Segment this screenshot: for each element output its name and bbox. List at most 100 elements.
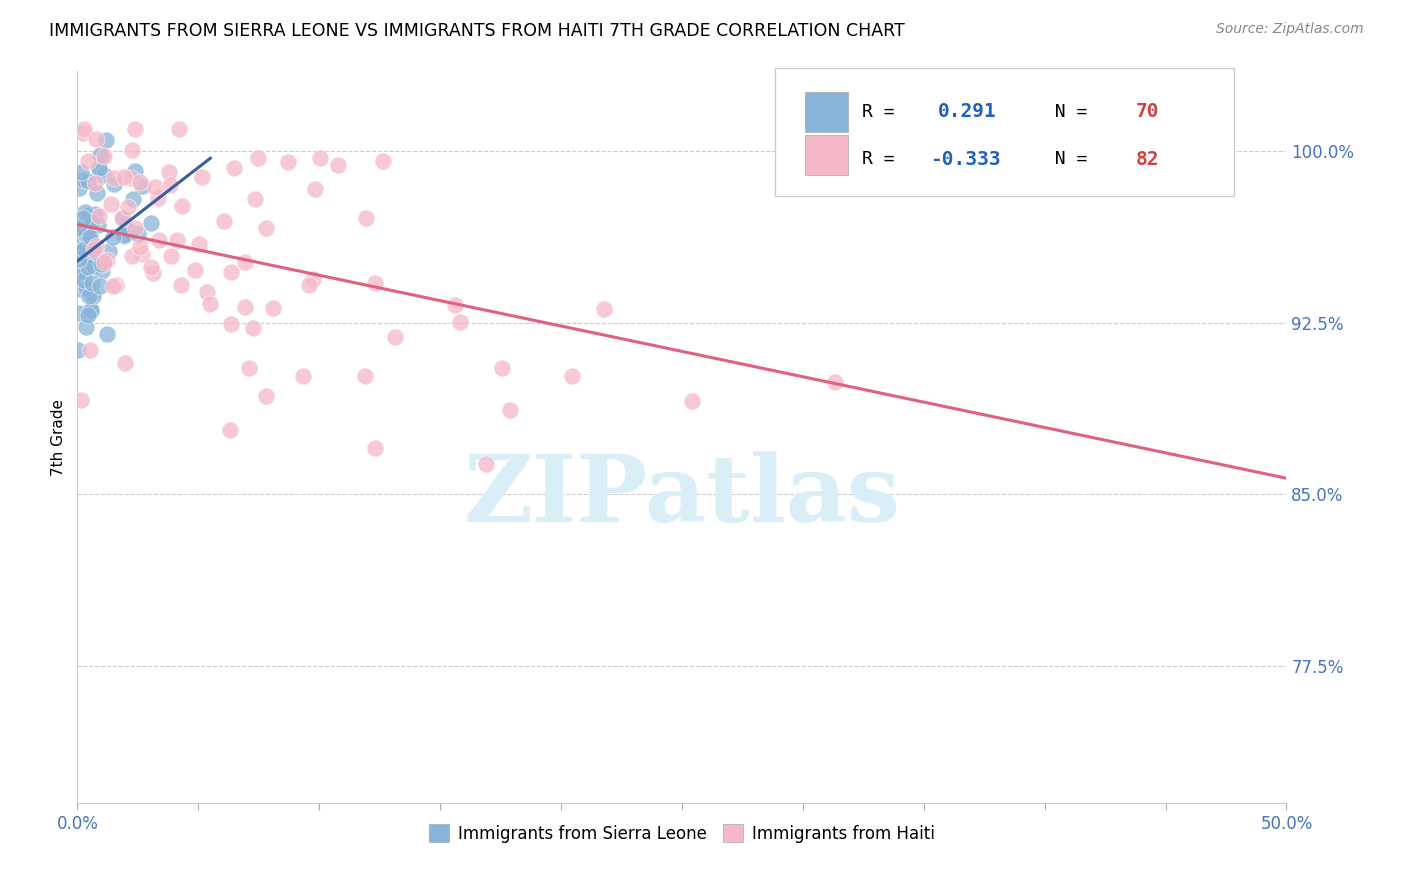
- Point: [79, 230, 101, 244]
- Point: [80, 276, 103, 290]
- Point: [561, 368, 583, 383]
- Point: [364, 277, 387, 291]
- Point: [80, 214, 103, 228]
- Point: [93, 257, 115, 271]
- Point: [72, 211, 94, 225]
- Point: [80, 303, 103, 318]
- Point: [80, 303, 103, 318]
- Point: [145, 179, 167, 194]
- Point: [247, 151, 270, 165]
- Point: [592, 301, 614, 316]
- Point: [124, 121, 146, 136]
- Text: -0.333: -0.333: [929, 150, 1000, 169]
- Point: [80, 258, 103, 272]
- Point: [243, 193, 266, 207]
- Point: [79, 211, 101, 225]
- Y-axis label: 7th Grade: 7th Grade: [51, 399, 66, 475]
- Point: [491, 360, 513, 375]
- Point: [172, 199, 194, 213]
- Point: [70, 165, 93, 179]
- FancyBboxPatch shape: [806, 135, 848, 175]
- Point: [82, 287, 104, 301]
- Point: [77, 230, 100, 244]
- Point: [157, 164, 180, 178]
- Point: [191, 169, 214, 184]
- Point: [114, 356, 136, 370]
- Point: [141, 216, 163, 230]
- Point: [103, 178, 125, 192]
- Point: [112, 228, 135, 243]
- Point: [238, 360, 260, 375]
- Point: [76, 308, 98, 322]
- Point: [72, 229, 94, 244]
- Point: [72, 126, 94, 140]
- Point: [475, 457, 498, 471]
- Point: [129, 176, 152, 190]
- Point: [824, 375, 846, 389]
- Point: [105, 278, 128, 293]
- Point: [75, 248, 97, 262]
- Point: [83, 259, 105, 273]
- FancyBboxPatch shape: [806, 92, 848, 132]
- Text: N =: N =: [1032, 103, 1098, 120]
- Point: [67, 180, 90, 194]
- Text: 70: 70: [1136, 102, 1159, 121]
- Point: [384, 330, 406, 344]
- Point: [112, 211, 135, 225]
- Point: [70, 223, 93, 237]
- Point: [127, 227, 149, 242]
- Point: [122, 193, 145, 207]
- Point: [254, 389, 277, 403]
- Legend: Immigrants from Sierra Leone, Immigrants from Haiti: Immigrants from Sierra Leone, Immigrants…: [423, 818, 941, 849]
- Point: [131, 247, 153, 261]
- Point: [214, 214, 236, 228]
- Text: 0.291: 0.291: [938, 102, 997, 121]
- Point: [73, 204, 96, 219]
- Point: [79, 248, 101, 262]
- Point: [90, 257, 112, 271]
- Point: [128, 240, 150, 254]
- Point: [198, 297, 221, 311]
- Point: [167, 121, 190, 136]
- Point: [254, 220, 277, 235]
- Point: [76, 174, 98, 188]
- Point: [76, 242, 98, 256]
- Point: [146, 191, 169, 205]
- Point: [499, 403, 522, 417]
- Point: [82, 288, 104, 302]
- Point: [160, 249, 183, 263]
- Text: IMMIGRANTS FROM SIERRA LEONE VS IMMIGRANTS FROM HAITI 7TH GRADE CORRELATION CHAR: IMMIGRANTS FROM SIERRA LEONE VS IMMIGRAN…: [49, 22, 905, 40]
- Text: ZIPatlas: ZIPatlas: [464, 450, 900, 541]
- Point: [118, 224, 141, 238]
- Point: [70, 393, 93, 408]
- Point: [69, 282, 91, 296]
- Point: [219, 265, 242, 279]
- Point: [681, 394, 703, 409]
- Point: [73, 173, 96, 187]
- Point: [166, 233, 188, 247]
- Point: [73, 121, 96, 136]
- Point: [242, 320, 264, 334]
- Point: [75, 281, 97, 295]
- Point: [141, 260, 163, 275]
- Point: [235, 254, 257, 268]
- Point: [103, 170, 125, 185]
- Point: [84, 207, 107, 221]
- Point: [326, 158, 349, 172]
- Point: [304, 182, 326, 196]
- Point: [77, 251, 100, 265]
- Point: [124, 164, 146, 178]
- Point: [356, 211, 378, 225]
- Point: [100, 197, 122, 211]
- Point: [449, 315, 471, 329]
- Point: [308, 151, 330, 165]
- Point: [84, 132, 107, 146]
- Point: [77, 208, 100, 222]
- Point: [96, 327, 118, 342]
- Point: [117, 200, 139, 214]
- Point: [77, 154, 100, 169]
- Text: 82: 82: [1136, 150, 1159, 169]
- Point: [277, 154, 299, 169]
- Point: [75, 319, 97, 334]
- Point: [443, 298, 465, 312]
